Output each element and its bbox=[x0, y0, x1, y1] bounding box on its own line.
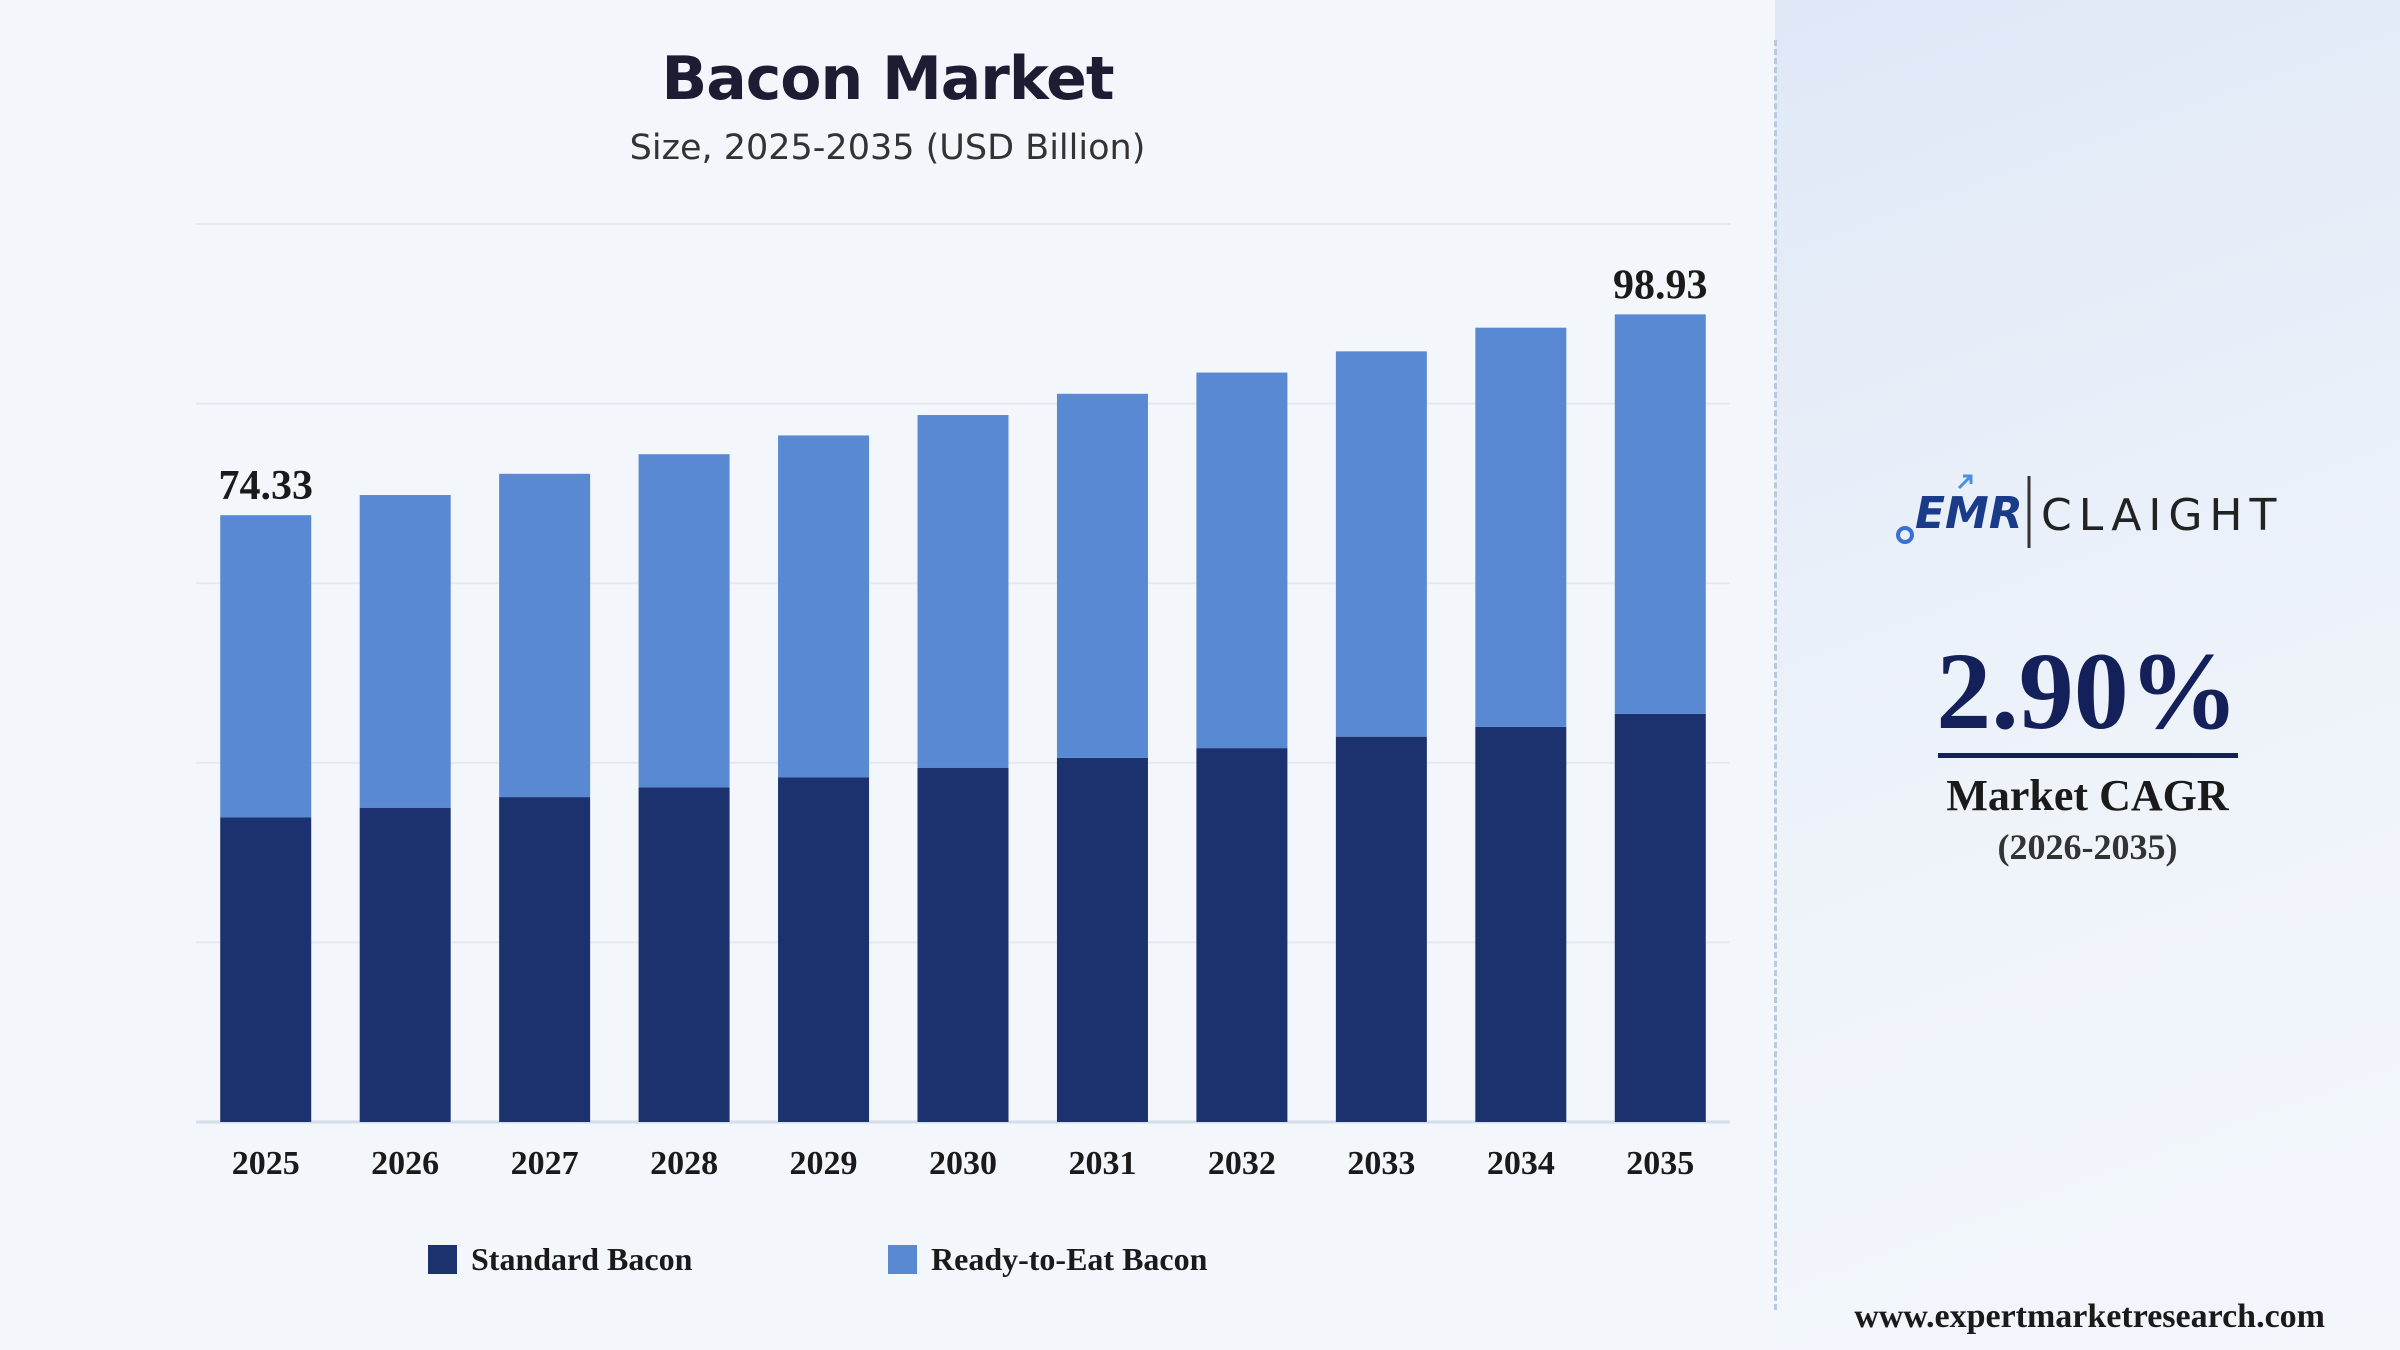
x-tick-label: 2035 bbox=[1626, 1145, 1694, 1182]
chart-title: Bacon Market bbox=[661, 44, 1114, 114]
cagr-label: Market CAGR bbox=[1946, 771, 2229, 820]
x-tick-label: 2031 bbox=[1068, 1145, 1136, 1182]
x-tick-label: 2034 bbox=[1487, 1145, 1555, 1182]
side-panel bbox=[1775, 0, 2400, 1350]
bar-ready-to-eat-2026 bbox=[359, 495, 451, 808]
bar-standard-2033 bbox=[1335, 736, 1427, 1122]
bar-standard-2034 bbox=[1475, 726, 1567, 1122]
x-tick-label: 2026 bbox=[371, 1145, 439, 1182]
bar-ready-to-eat-2030 bbox=[917, 415, 1009, 768]
bars bbox=[220, 314, 1706, 1122]
x-tick-label: 2033 bbox=[1347, 1145, 1415, 1182]
bar-ready-to-eat-2027 bbox=[499, 473, 591, 798]
website-url: www.expertmarketresearch.com bbox=[1854, 1298, 2325, 1335]
bar-ready-to-eat-2034 bbox=[1475, 327, 1567, 727]
logo-claight-text: CLAIGHT bbox=[2041, 490, 2283, 541]
logo-dot-icon bbox=[1896, 526, 1914, 544]
bar-standard-2031 bbox=[1056, 757, 1148, 1122]
logo-arrow-icon bbox=[1957, 474, 1973, 490]
panel-divider bbox=[1774, 40, 1777, 1310]
emr-claight-logo: EMR CLAIGHT bbox=[1896, 474, 2283, 548]
cagr-value: 2.90% bbox=[1936, 630, 2239, 752]
bar-ready-to-eat-2029 bbox=[778, 435, 870, 778]
bar-total-label: 98.93 bbox=[1613, 262, 1708, 308]
bar-standard-2030 bbox=[917, 767, 1009, 1122]
x-tick-label: 2027 bbox=[511, 1145, 579, 1182]
bar-standard-2035 bbox=[1614, 713, 1706, 1122]
x-tick-label: 2029 bbox=[790, 1145, 858, 1182]
bar-standard-2026 bbox=[359, 807, 451, 1122]
bar-standard-2028 bbox=[638, 787, 730, 1122]
legend-label-standard: Standard Bacon bbox=[471, 1240, 693, 1277]
bar-ready-to-eat-2028 bbox=[638, 454, 730, 788]
bar-ready-to-eat-2032 bbox=[1196, 372, 1288, 749]
legend-item-standard-bacon: Standard Bacon bbox=[428, 1237, 692, 1281]
labels: 2025 2026 2027 2028 2029 2030 2031 2032 2033 2034… bbox=[218, 262, 1707, 1182]
bar-standard-2027 bbox=[499, 797, 591, 1122]
bar-chart: 2025 2026 2027 2028 2029 2030 2031 2032 2033 2034… bbox=[196, 223, 1730, 1182]
legend-item-ready-to-eat-bacon: Ready-to-Eat Bacon bbox=[888, 1237, 1207, 1281]
legend-swatch-standard bbox=[428, 1244, 457, 1274]
bar-ready-to-eat-2033 bbox=[1335, 351, 1427, 737]
bar-total-label: 74.33 bbox=[218, 463, 313, 509]
x-tick-label: 2032 bbox=[1208, 1145, 1276, 1182]
legend-swatch-ready-to-eat bbox=[888, 1244, 917, 1274]
chart-subtitle: Size, 2025-2035 (USD Billion) bbox=[629, 128, 1146, 168]
legend-label-ready-to-eat: Ready-to-Eat Bacon bbox=[931, 1240, 1208, 1277]
cagr-period: (2026-2035) bbox=[1997, 827, 2178, 867]
bar-ready-to-eat-2035 bbox=[1614, 314, 1706, 714]
bar-standard-2032 bbox=[1196, 748, 1288, 1122]
bar-standard-2025 bbox=[220, 817, 312, 1122]
bar-ready-to-eat-2031 bbox=[1056, 393, 1148, 758]
x-tick-label: 2025 bbox=[232, 1145, 300, 1182]
logo-emr-text: EMR bbox=[1915, 488, 2023, 539]
cagr-underline bbox=[1938, 753, 2238, 758]
bar-ready-to-eat-2025 bbox=[220, 515, 312, 818]
bar-standard-2029 bbox=[778, 777, 870, 1122]
x-tick-label: 2028 bbox=[650, 1145, 718, 1182]
x-tick-label: 2030 bbox=[929, 1145, 997, 1182]
